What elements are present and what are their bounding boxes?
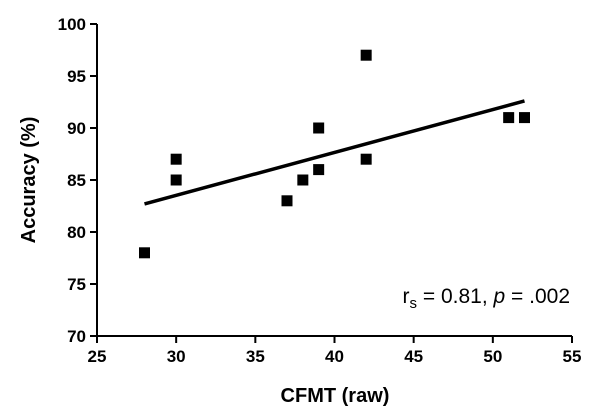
x-tick-label: 25: [88, 347, 107, 366]
data-point: [313, 164, 325, 176]
data-point: [297, 174, 309, 186]
data-point: [360, 49, 372, 61]
stat-annotation: rs = 0.81, p = .002: [403, 285, 570, 312]
data-point: [170, 174, 182, 186]
x-tick-label: 35: [246, 347, 265, 366]
y-tick-label: 85: [67, 171, 86, 190]
r-value: = 0.81,: [417, 285, 493, 308]
data-point: [170, 153, 182, 165]
x-tick-label: 30: [167, 347, 186, 366]
y-tick-label: 75: [67, 275, 86, 294]
y-tick-label: 90: [67, 119, 86, 138]
trendline-group: [144, 99, 525, 206]
x-tick-label: 55: [563, 347, 582, 366]
axes: 25 30 35 40 45 50 55 70 75 80 85 90 95 100: [58, 15, 582, 366]
r-symbol: r: [403, 285, 410, 308]
data-point: [503, 112, 515, 124]
data-point: [281, 195, 293, 207]
data-point: [313, 122, 325, 134]
y-tick-label: 70: [67, 327, 86, 346]
x-tick-label: 45: [404, 347, 423, 366]
p-symbol: p: [493, 285, 506, 308]
r-subscript: s: [410, 295, 418, 312]
x-axis-title: CFMT (raw): [281, 385, 390, 407]
data-point: [360, 153, 372, 165]
y-axis-title: Accuracy (%): [18, 117, 40, 244]
data-point: [139, 247, 150, 259]
y-tick-label: 80: [67, 223, 86, 242]
trendline: [144, 99, 525, 206]
data-points: [139, 49, 530, 259]
y-tick-label: 95: [67, 67, 86, 86]
p-value: = .002: [505, 285, 570, 308]
x-tick-label: 40: [325, 347, 344, 366]
data-point: [519, 112, 530, 124]
x-tick-label: 50: [483, 347, 502, 366]
y-tick-label: 100: [58, 15, 86, 34]
